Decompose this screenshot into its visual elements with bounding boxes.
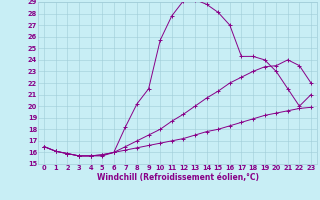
X-axis label: Windchill (Refroidissement éolien,°C): Windchill (Refroidissement éolien,°C)	[97, 173, 259, 182]
